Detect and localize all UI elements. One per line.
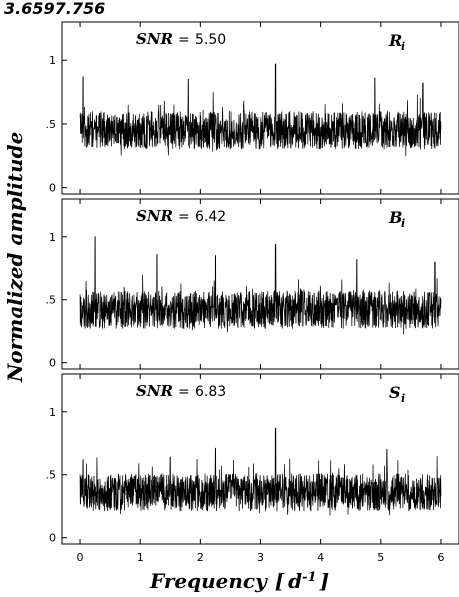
band-label: B xyxy=(388,208,403,227)
x-tick-label: 0 xyxy=(77,551,84,564)
snr-equals: = xyxy=(178,209,190,225)
x-tick-label: 3 xyxy=(257,551,264,564)
snr-value: 6.42 xyxy=(195,209,226,225)
x-tick-label: 2 xyxy=(197,551,204,564)
panel-2: 0 .5 1 SNR = 6.42 Bi xyxy=(46,198,459,370)
band-subscript: i xyxy=(401,40,405,53)
y-tick-label: 0 xyxy=(49,532,56,545)
x-tick-label: 4 xyxy=(317,551,324,564)
snr-value: 6.83 xyxy=(195,384,226,400)
y-tick-label: 1 xyxy=(49,406,56,419)
y-tick-label: 0 xyxy=(49,182,56,195)
amplitude-spectrum xyxy=(79,236,442,335)
snr-equals: = xyxy=(178,32,190,48)
snr-label: SNR xyxy=(136,207,173,225)
band-label: S xyxy=(389,383,401,402)
band-label: R xyxy=(388,31,402,50)
x-axis-title: Frequency [d-1] xyxy=(149,569,329,593)
snr-value: 5.50 xyxy=(195,32,226,48)
amplitude-spectrum xyxy=(79,63,442,157)
x-axis-unit-open: [ xyxy=(275,569,285,593)
amplitude-spectrum xyxy=(79,427,442,516)
y-tick-label: .5 xyxy=(46,469,57,482)
figure-title: 3.6597.756 xyxy=(4,0,105,18)
panel-1: 0 .5 1 SNR = 5.50 Ri xyxy=(46,21,459,195)
panels: 0 .5 1 SNR = 5.50 Ri 0 .5 1 SNR = 6.42 Bi 0 .5 1 0 1 2 3 4 5 6 S… xyxy=(46,21,459,564)
band-subscript: i xyxy=(401,217,405,230)
x-axis-unit-close: ] xyxy=(319,569,329,593)
x-tick-label: 5 xyxy=(377,551,384,564)
y-tick-label: 1 xyxy=(49,54,56,67)
x-tick-label: 6 xyxy=(437,551,444,564)
y-tick-label: 0 xyxy=(49,357,56,370)
y-tick-label: 1 xyxy=(49,231,56,244)
y-tick-label: .5 xyxy=(46,118,57,131)
band-subscript: i xyxy=(401,392,405,405)
snr-equals: = xyxy=(178,384,190,400)
x-axis-unit-base: d xyxy=(288,569,302,593)
x-axis-unit-exp: -1 xyxy=(302,570,316,585)
y-axis-title: Normalized amplitude xyxy=(3,132,27,383)
x-axis-title-word: Frequency xyxy=(149,569,268,593)
x-tick-label: 1 xyxy=(137,551,144,564)
snr-label: SNR xyxy=(136,30,173,48)
snr-label: SNR xyxy=(136,382,173,400)
y-tick-label: .5 xyxy=(46,294,57,307)
